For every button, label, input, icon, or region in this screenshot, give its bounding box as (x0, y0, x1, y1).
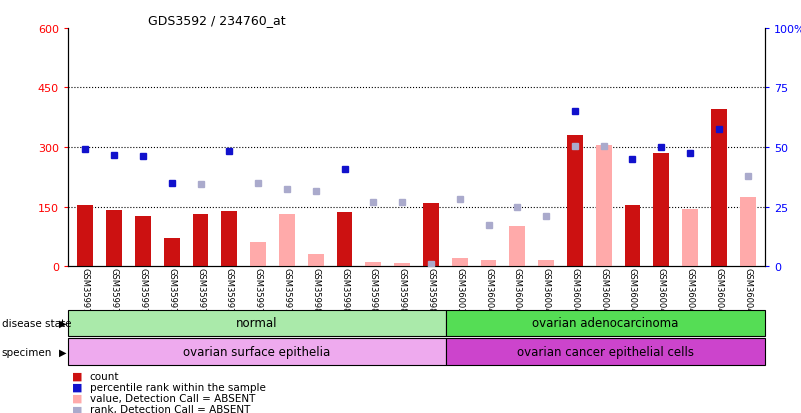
Text: normal: normal (236, 317, 278, 330)
Bar (481, 261, 497, 266)
Text: ▶: ▶ (58, 318, 66, 328)
Bar (221, 212, 237, 266)
Text: ■: ■ (72, 382, 83, 392)
Bar (365, 262, 381, 266)
Text: GSM359976: GSM359976 (196, 268, 205, 318)
Text: GSM359980: GSM359980 (312, 268, 320, 318)
Text: GSM360045: GSM360045 (628, 268, 637, 318)
Bar (135, 217, 151, 266)
Bar (423, 203, 439, 266)
Text: GSM359979: GSM359979 (283, 268, 292, 318)
Bar (509, 227, 525, 266)
Bar (445, 339, 765, 366)
Bar (654, 154, 669, 266)
Text: GSM360048: GSM360048 (714, 268, 723, 318)
Text: GSM360049: GSM360049 (743, 268, 752, 318)
Bar (625, 205, 641, 266)
Bar (567, 136, 583, 266)
Text: rank, Detection Call = ABSENT: rank, Detection Call = ABSENT (90, 404, 250, 413)
Bar (336, 213, 352, 266)
Bar (68, 310, 445, 337)
Bar (107, 211, 122, 266)
Text: ■: ■ (72, 393, 83, 403)
Text: GSM360046: GSM360046 (657, 268, 666, 318)
Text: ovarian surface epithelia: ovarian surface epithelia (183, 346, 331, 358)
Text: ovarian adenocarcinoma: ovarian adenocarcinoma (532, 317, 678, 330)
Bar (250, 243, 266, 266)
Text: ■: ■ (72, 371, 83, 381)
Bar (452, 259, 468, 266)
Text: GSM360039: GSM360039 (455, 268, 465, 318)
Text: GSM359975: GSM359975 (167, 268, 176, 318)
Bar (279, 215, 295, 266)
Text: GSM360040: GSM360040 (484, 268, 493, 318)
Bar (308, 254, 324, 266)
Text: GSM360044: GSM360044 (599, 268, 608, 318)
Bar (682, 209, 698, 266)
Bar (596, 146, 612, 266)
Text: GSM359973: GSM359973 (110, 268, 119, 318)
Bar (192, 215, 208, 266)
Text: percentile rank within the sample: percentile rank within the sample (90, 382, 266, 392)
Text: count: count (90, 371, 119, 381)
Bar (445, 310, 765, 337)
Text: GSM360041: GSM360041 (513, 268, 521, 318)
Text: GSM359972: GSM359972 (81, 268, 90, 318)
Text: ▶: ▶ (58, 347, 66, 357)
Text: GSM359978: GSM359978 (254, 268, 263, 318)
Text: GSM359974: GSM359974 (139, 268, 147, 318)
Text: GSM359982: GSM359982 (368, 268, 378, 318)
Bar (711, 110, 727, 266)
Bar (68, 339, 445, 366)
Bar (538, 261, 554, 266)
Text: GSM360043: GSM360043 (570, 268, 579, 318)
Text: GSM359984: GSM359984 (426, 268, 436, 318)
Bar (740, 197, 755, 266)
Text: specimen: specimen (2, 347, 52, 357)
Text: GSM360047: GSM360047 (686, 268, 694, 318)
Text: GSM360042: GSM360042 (541, 268, 550, 318)
Text: value, Detection Call = ABSENT: value, Detection Call = ABSENT (90, 393, 255, 403)
Text: ovarian cancer epithelial cells: ovarian cancer epithelial cells (517, 346, 694, 358)
Text: GDS3592 / 234760_at: GDS3592 / 234760_at (148, 14, 286, 27)
Text: ■: ■ (72, 404, 83, 413)
Text: GSM359977: GSM359977 (225, 268, 234, 318)
Bar (78, 205, 93, 266)
Bar (164, 239, 179, 266)
Text: disease state: disease state (2, 318, 71, 328)
Text: GSM359983: GSM359983 (397, 268, 407, 318)
Text: GSM359981: GSM359981 (340, 268, 349, 318)
Bar (394, 263, 410, 266)
